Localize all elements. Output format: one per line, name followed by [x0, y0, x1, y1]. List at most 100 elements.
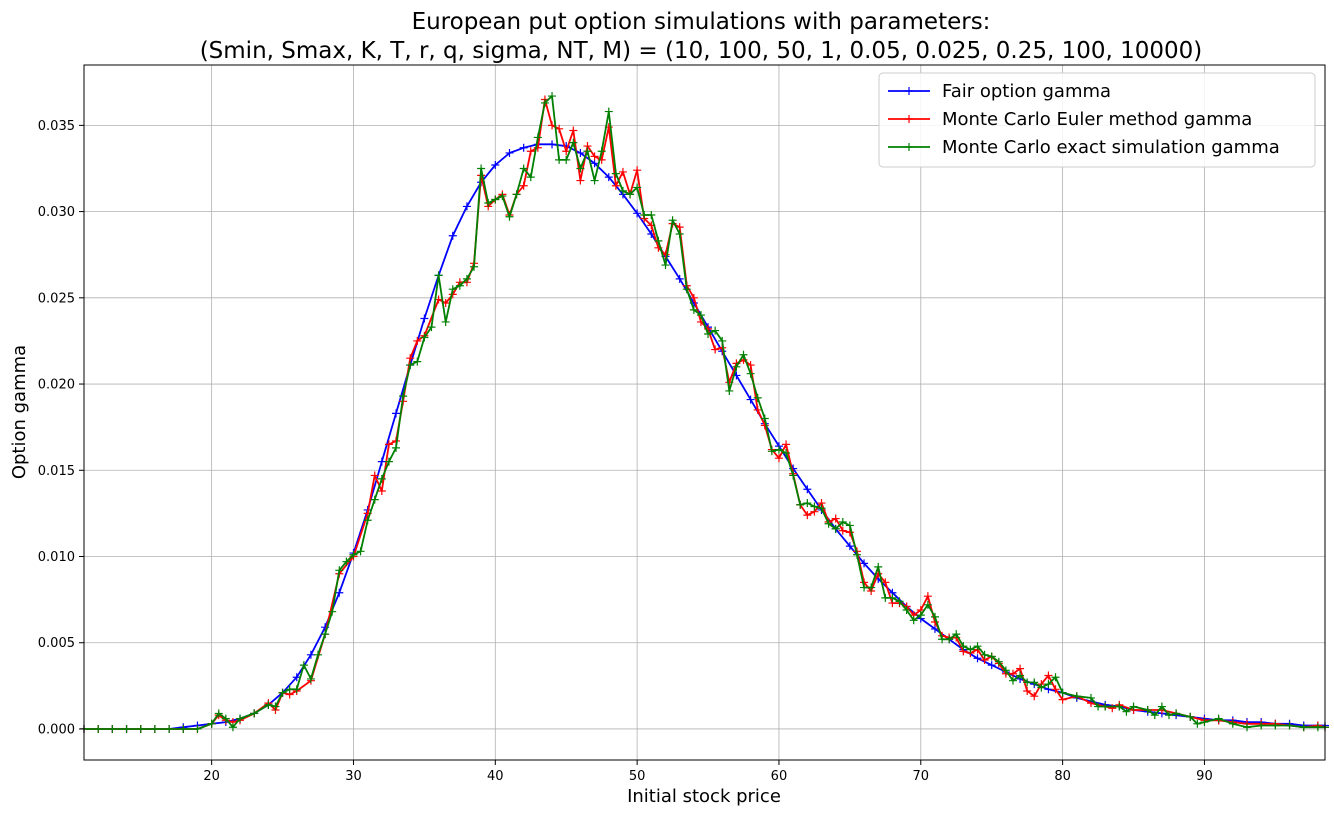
y-tick-label: 0.005 — [38, 636, 75, 651]
data-point — [377, 457, 386, 466]
data-point — [902, 605, 911, 614]
data-point — [1172, 709, 1181, 718]
data-point — [626, 190, 635, 199]
data-point — [838, 526, 847, 535]
data-point — [810, 502, 819, 511]
data-point — [165, 724, 174, 733]
legend-label: Monte Carlo Euler method gamma — [942, 109, 1252, 130]
data-point — [923, 592, 932, 601]
data-point — [1193, 719, 1202, 728]
data-point — [484, 198, 493, 207]
data-point — [370, 495, 379, 504]
series-3 — [80, 92, 1329, 733]
data-point — [838, 518, 847, 527]
data-point — [633, 183, 642, 192]
data-point — [583, 147, 592, 156]
data-point — [746, 395, 755, 404]
data-point — [618, 186, 627, 195]
data-point — [576, 176, 585, 185]
series-1 — [80, 140, 1329, 733]
data-point — [491, 161, 500, 170]
data-point — [682, 285, 691, 294]
data-point — [945, 635, 954, 644]
data-point — [760, 421, 769, 430]
data-point — [250, 709, 259, 718]
data-point — [973, 654, 982, 663]
data-point — [455, 281, 464, 290]
data-point — [711, 345, 720, 354]
data-point — [214, 709, 223, 718]
data-point — [803, 499, 812, 508]
data-point — [434, 271, 443, 280]
data-point — [335, 588, 344, 597]
data-point — [1257, 721, 1266, 730]
data-point — [1214, 714, 1223, 723]
series-line — [84, 95, 1325, 730]
data-point — [441, 317, 450, 326]
data-point — [576, 148, 585, 157]
data-point — [1271, 721, 1280, 730]
data-point — [328, 607, 337, 616]
data-point — [519, 164, 528, 173]
data-point — [1023, 687, 1032, 696]
data-point — [845, 528, 854, 537]
data-point — [774, 454, 783, 463]
data-point — [1037, 683, 1046, 692]
data-point — [576, 164, 585, 173]
data-point — [306, 650, 315, 659]
x-tick-label: 20 — [203, 769, 220, 784]
data-point — [1072, 692, 1081, 701]
data-point — [980, 650, 989, 659]
ticks-group: 20 30 40 50 60 70 80 90 0.000 0.005 0.010 0.015 0.02… — [38, 119, 1213, 784]
data-point — [448, 231, 457, 240]
data-point — [292, 685, 301, 694]
data-point — [1299, 723, 1308, 732]
x-tick-label: 50 — [629, 769, 646, 784]
data-point — [555, 155, 564, 164]
y-tick-label: 0.025 — [38, 291, 75, 306]
data-point — [150, 724, 159, 733]
y-tick-label: 0.000 — [38, 722, 75, 737]
data-point — [597, 147, 606, 156]
data-point — [384, 440, 393, 449]
data-point — [505, 212, 514, 221]
legend-frame — [878, 72, 1316, 168]
data-point — [966, 645, 975, 654]
data-point — [767, 447, 776, 456]
legend: Fair option gamma Monte Carlo Euler metho… — [878, 72, 1316, 168]
series-line — [84, 98, 1326, 730]
data-point — [590, 176, 599, 185]
data-point — [1086, 693, 1095, 702]
data-point — [1008, 669, 1017, 678]
data-point — [994, 657, 1003, 666]
data-point — [462, 274, 471, 283]
data-point — [1023, 678, 1032, 687]
legend-item-1: Fair option gamma — [888, 81, 1111, 102]
data-point — [1008, 676, 1017, 685]
data-point — [321, 630, 330, 639]
legend-marker — [905, 87, 913, 95]
data-point — [1313, 723, 1322, 732]
data-point — [420, 333, 429, 342]
data-point — [1058, 688, 1067, 697]
data-point — [1051, 673, 1060, 682]
chart-title-line1: European put option simulations with par… — [412, 9, 991, 35]
data-point — [647, 211, 656, 220]
data-point — [1186, 712, 1195, 721]
data-point — [420, 314, 429, 323]
data-point — [356, 547, 365, 556]
data-point — [739, 350, 748, 359]
data-point — [477, 164, 486, 173]
data-point — [1129, 702, 1138, 711]
series-group — [80, 92, 1329, 733]
data-point — [505, 148, 514, 157]
data-point — [413, 336, 422, 345]
data-point — [136, 724, 145, 733]
grid — [84, 65, 1325, 760]
x-tick-label: 30 — [345, 769, 362, 784]
data-point — [377, 474, 386, 483]
data-point — [909, 616, 918, 625]
x-tick-label: 90 — [1196, 769, 1213, 784]
data-point — [590, 152, 599, 161]
data-point — [94, 724, 103, 733]
